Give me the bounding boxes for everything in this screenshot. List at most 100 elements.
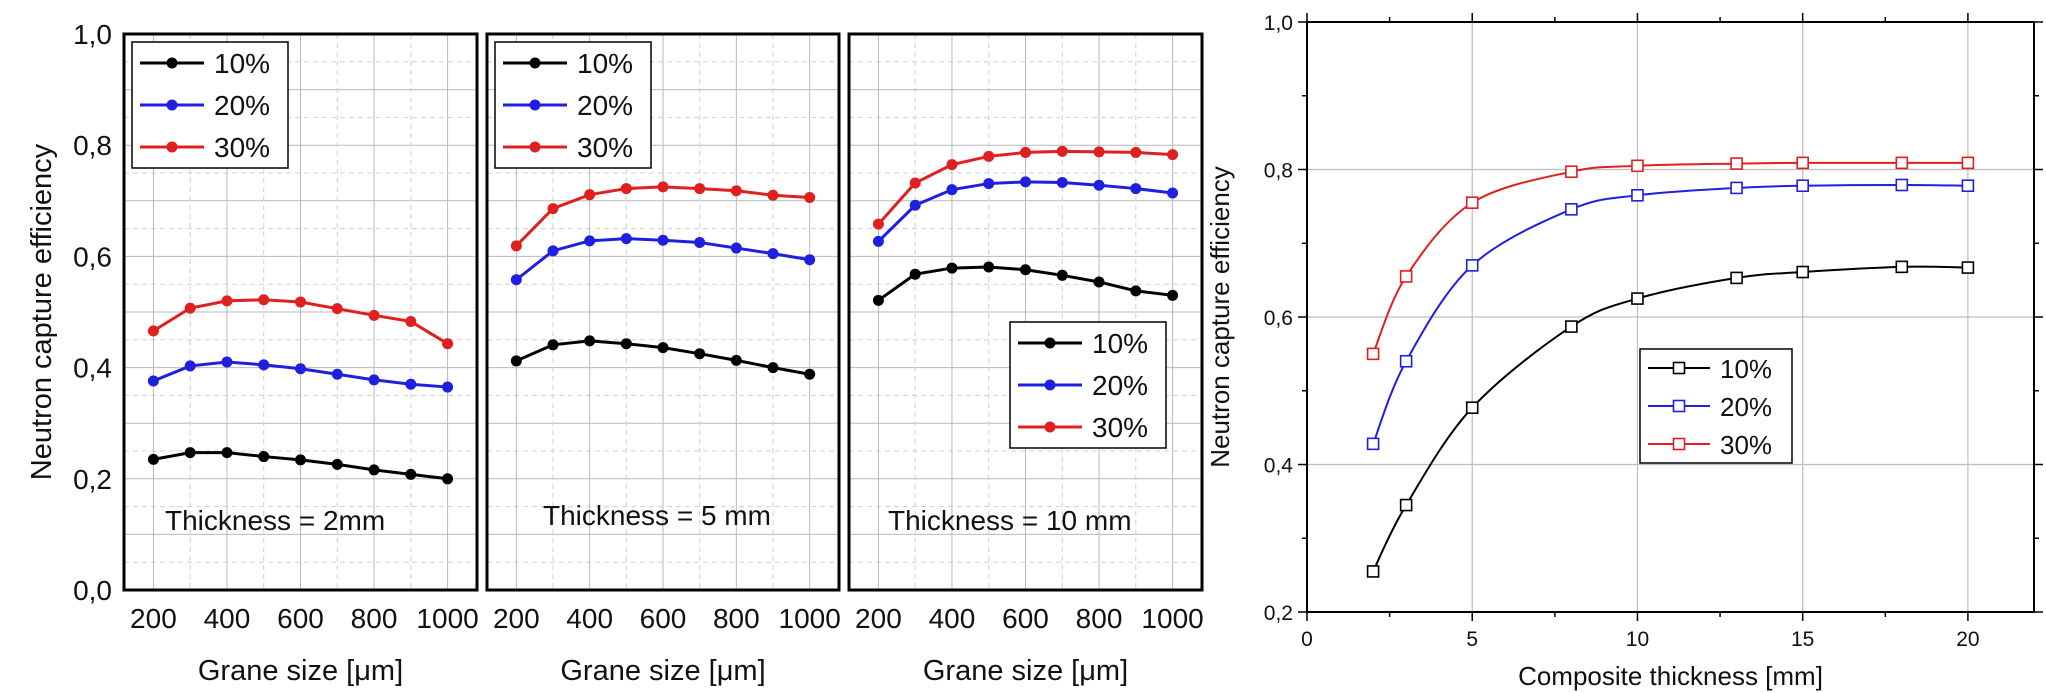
x-axis-label: Grane size [μm] [923,655,1128,687]
data-point [983,150,995,162]
data-point [295,363,306,375]
x-tick-label: 400 [566,603,613,634]
data-point [1895,178,1909,192]
data-point [1730,271,1743,285]
legend-label: 30% [214,132,270,163]
x-tick-label: 400 [204,603,251,634]
x-tick-label: 10 [1626,628,1649,651]
ticks: 0 5 10 15 20 0,2 0,4 0,6 0,8 1,0 [1264,12,2043,651]
data-point [909,177,921,189]
data-point [584,335,596,347]
data-point [221,356,233,368]
data-point [1167,187,1179,199]
thickness-annotation: Thickness = 10 mm [888,505,1132,536]
data-point [872,294,884,306]
data-point [1730,181,1743,195]
y-tick-label: 0,2 [73,464,112,495]
data-point [1130,183,1142,195]
chart-panel-2: 200 400 600 800 1000 Grane size [μm] Thickness… [485,32,841,687]
data-point [1961,179,1975,193]
data-point [405,468,417,480]
data-point [1465,196,1479,209]
data-point [1130,285,1142,297]
x-tick-label: 1000 [1141,603,1203,634]
data-point [1961,156,1975,170]
data-point [694,348,706,360]
y-tick-label: 0,4 [1264,455,1294,478]
legend-label: 20% [577,90,633,121]
data-point [1895,260,1909,274]
data-point [221,295,233,307]
x-axis-label: Grane size [μm] [198,655,403,687]
series-group [872,145,1179,306]
legend-label: 10% [1092,328,1148,359]
data-point [510,274,522,286]
data-point [1130,146,1142,158]
data-point [331,303,343,315]
data-point [1020,176,1031,188]
data-point [694,237,706,248]
data-point [258,451,270,463]
chart-panel-1: 200 400 600 800 1000 0,0 0,2 0,4 0,6 0,8 1,0 Grane … [26,19,479,687]
data-point [1399,270,1413,283]
data-point [804,368,816,380]
legend-label: 20% [1092,370,1148,401]
plot-frame [847,32,1204,592]
data-point [1093,179,1105,191]
data-point [295,296,306,308]
legend-marker [1044,379,1056,391]
legend-label: 10% [577,48,633,79]
x-tick-label: 200 [130,603,177,634]
data-point [730,185,742,197]
data-point [584,189,596,201]
y-axis-label: Neutron capture efficiency [1205,166,1235,468]
legend-label: 10% [214,48,270,79]
data-point [1565,165,1578,179]
x-axis-label: Composite thickness [mm] [1518,661,1823,691]
data-point [767,248,779,260]
data-point [983,261,995,273]
x-tick-label: 5 [1466,628,1478,651]
legend-marker [166,57,178,69]
data-point [909,268,921,280]
data-point [295,454,306,466]
data-point [221,447,233,459]
legend-marker [1672,361,1686,375]
data-point [368,309,380,321]
data-point [1565,320,1578,333]
legend: 10% 20% 30% [494,41,652,169]
legend-marker [529,57,541,69]
legend: 10% 20% 30% [1639,348,1793,464]
data-point [620,338,632,350]
data-point [1565,203,1578,216]
data-point [1465,401,1479,415]
data-point [1895,156,1909,170]
data-point [657,342,669,354]
data-point [946,262,958,274]
x-axis-label: Grane size [μm] [560,655,765,687]
data-point [1796,156,1809,170]
data-point [405,315,417,327]
x-tick-label: 200 [493,603,540,634]
data-point [767,189,779,201]
data-point [147,453,159,465]
data-point [657,181,669,193]
data-point [258,359,270,371]
data-point [872,218,884,230]
legend-marker [1672,437,1686,451]
chart-panel-4: 0 5 10 15 20 0,2 0,4 0,6 0,8 1,0 Composite thickne… [1205,12,2043,691]
data-point [1631,189,1644,202]
data-point [442,381,454,393]
data-point [657,234,669,246]
y-tick-label: 0,2 [1264,602,1293,625]
data-point [694,183,706,195]
x-tick-label: 15 [1791,628,1814,651]
y-tick-label: 1,0 [73,19,112,50]
data-point [258,294,270,306]
x-tick-label: 1000 [779,603,841,634]
thickness-annotation: Thickness = 5 mm [543,500,771,531]
y-tick-label: 0,4 [73,353,112,384]
data-point [983,178,995,190]
data-point [1167,149,1179,161]
